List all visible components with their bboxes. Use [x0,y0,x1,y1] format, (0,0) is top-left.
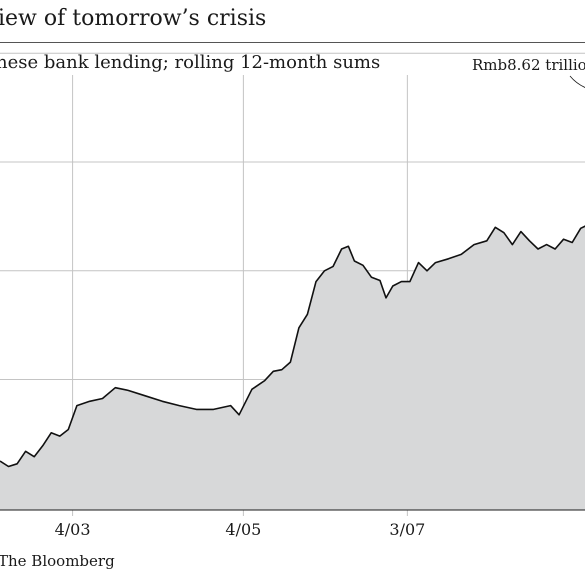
gridlines [0,52,585,516]
x-tick-label: 4/05 [225,520,261,539]
title-rule [0,42,585,43]
x-tick-label: 3/07 [389,520,425,539]
peak-annotation: Rmb8.62 trillio [472,56,585,74]
source-note: The Bloomberg [0,552,115,570]
callout-leader [569,75,585,88]
lending-area [0,226,585,510]
x-tick-label: 4/03 [55,520,91,539]
lending-line [0,225,585,468]
chart-title: iew of tomorrow’s crisis [0,6,267,31]
x-axis-ticks: 4/03 4/05 3/07 [55,520,426,539]
chart-subtitle: nese bank lending; rolling 12-month sums [0,52,381,73]
